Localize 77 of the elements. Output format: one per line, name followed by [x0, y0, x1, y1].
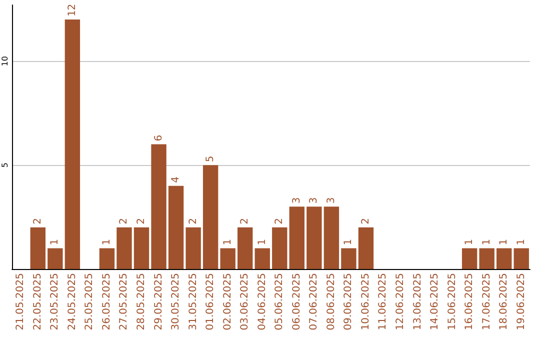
bar: [254, 248, 270, 269]
x-tick-label: 17.06.2025: [481, 273, 492, 330]
x-tick-label: 03.06.2025: [240, 273, 251, 330]
data-label: 3: [326, 197, 337, 204]
bar: [99, 248, 115, 269]
x-tick-label: 19.06.2025: [516, 273, 527, 330]
data-label: 1: [256, 238, 268, 246]
bar: [341, 248, 356, 269]
data-label: 2: [240, 218, 251, 224]
bar: [168, 186, 184, 269]
x-tick-label: 24.05.2025: [66, 273, 78, 330]
x-tick-label: 21.05.2025: [15, 273, 26, 330]
data-label: 5: [205, 156, 216, 162]
data-label: 1: [481, 238, 492, 246]
bar: [202, 165, 218, 269]
x-tick-label: 15.06.2025: [446, 273, 458, 330]
bar: [48, 248, 63, 269]
x-tick-label: 05.06.2025: [274, 273, 286, 330]
x-tick-label: 14.06.2025: [430, 273, 441, 330]
bar: [289, 206, 304, 269]
data-label: 1: [516, 238, 527, 246]
data-label: 2: [118, 218, 130, 224]
data-label: 1: [222, 238, 234, 246]
bar: [64, 20, 80, 269]
bar: [116, 227, 132, 269]
x-tick-label: 27.05.2025: [118, 273, 130, 330]
data-label: 6: [153, 134, 164, 142]
bar: [30, 227, 46, 269]
bar: [220, 248, 236, 269]
x-tick-label: 22.05.2025: [32, 273, 44, 330]
x-tick-label: 28.05.2025: [136, 273, 147, 330]
bar: [238, 227, 253, 269]
bar: [272, 227, 288, 269]
bar: [496, 248, 512, 269]
bar: [324, 206, 340, 269]
x-tick-label: 04.06.2025: [256, 273, 268, 330]
x-tick-label: 30.05.2025: [170, 273, 182, 330]
data-label: 1: [50, 238, 61, 246]
x-tick-label: 01.06.2025: [205, 273, 216, 330]
x-tick-label: 09.06.2025: [343, 273, 354, 330]
x-tick-label: 12.06.2025: [395, 273, 406, 330]
data-label: 2: [136, 218, 147, 224]
x-tick-label: 02.06.2025: [222, 273, 234, 330]
data-label: 12: [66, 4, 78, 17]
data-label: 1: [101, 238, 112, 246]
bar: [306, 206, 322, 269]
data-label: 3: [308, 197, 320, 204]
bar: [186, 227, 201, 269]
x-tick-label: 25.05.2025: [84, 273, 96, 330]
bar: [479, 248, 494, 269]
data-label: 1: [343, 238, 354, 246]
x-tick-label: 13.06.2025: [412, 273, 424, 330]
x-tick-label: 23.05.2025: [50, 273, 61, 330]
x-tick-label: 16.06.2025: [464, 273, 476, 330]
x-tick-label: 26.05.2025: [101, 273, 112, 330]
x-tick-label: 10.06.2025: [360, 273, 372, 330]
data-label: 2: [360, 218, 372, 224]
x-tick-label: 18.06.2025: [498, 273, 510, 330]
bar: [462, 248, 478, 269]
data-label: 3: [291, 197, 302, 204]
data-label: 2: [32, 218, 44, 224]
data-label: 2: [188, 218, 199, 224]
data-label: 4: [170, 176, 182, 183]
data-label: 2: [274, 218, 286, 224]
bar: [358, 227, 374, 269]
x-tick-label: 06.06.2025: [291, 273, 302, 330]
x-tick-label: 07.06.2025: [308, 273, 320, 330]
x-tick-label: 08.06.2025: [326, 273, 337, 330]
data-label: 1: [498, 238, 510, 246]
x-tick-label: 11.06.2025: [378, 273, 389, 330]
x-tick-label: 31.05.2025: [188, 273, 199, 330]
y-tick-label: 10: [0, 56, 10, 66]
x-tick-label: 29.05.2025: [153, 273, 164, 330]
bar: [514, 248, 529, 269]
bar: [134, 227, 150, 269]
bar: [151, 144, 166, 269]
data-label: 1: [464, 238, 476, 246]
